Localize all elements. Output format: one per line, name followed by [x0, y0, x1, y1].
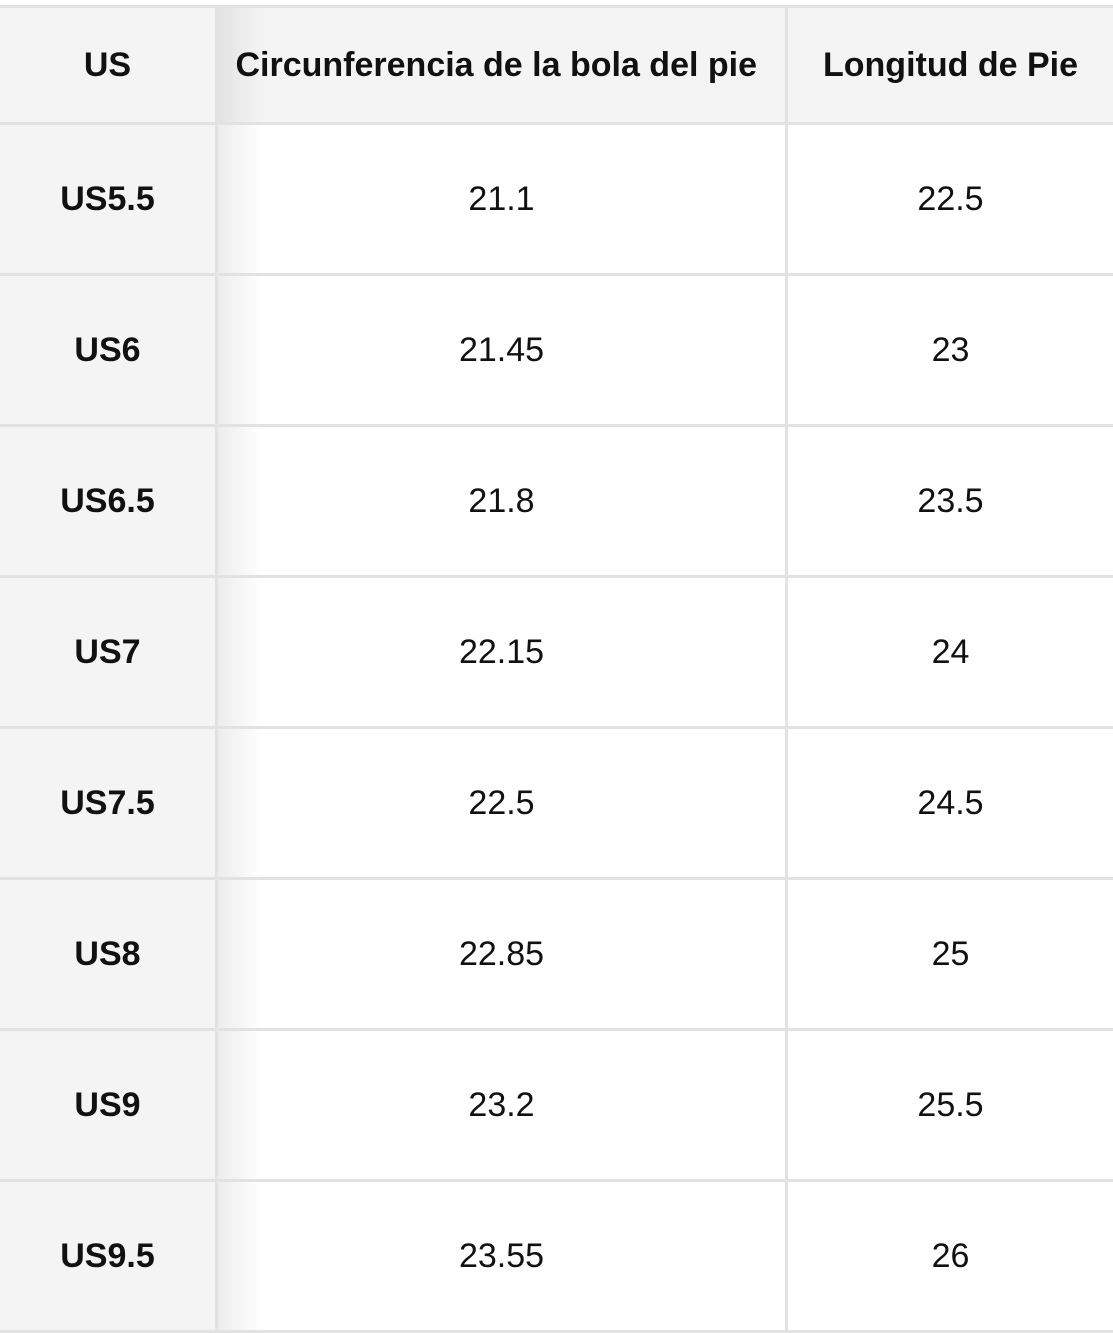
- cell-foot-length: 25.5: [788, 1031, 1113, 1179]
- cell-us-size: US8: [0, 880, 218, 1028]
- cell-us-size: US9.5: [0, 1182, 218, 1330]
- cell-value: 22.85: [458, 934, 545, 973]
- cell-us-size: US7.5: [0, 729, 218, 877]
- cell-value: 25: [931, 934, 970, 973]
- cell-ball-circumference: 22.85: [218, 880, 788, 1028]
- cell-foot-length: 24: [788, 578, 1113, 726]
- cell-value: 21.45: [458, 330, 545, 369]
- cell-value: 22.5: [917, 179, 984, 218]
- cell-us-size: US6: [0, 276, 218, 424]
- cell-value: US7.5: [60, 783, 155, 822]
- cell-foot-length: 23: [788, 276, 1113, 424]
- table-row: US9.5 23.55 26: [0, 1182, 1113, 1333]
- cell-value: US9: [74, 1085, 141, 1124]
- cell-foot-length: 22.5: [788, 125, 1113, 273]
- cell-ball-circumference: 21.8: [218, 427, 788, 575]
- cell-value: 24.5: [917, 783, 984, 822]
- cell-ball-circumference: 22.5: [218, 729, 788, 877]
- header-us: US: [0, 8, 218, 122]
- cell-value: US6: [74, 330, 141, 369]
- cell-value: 26: [931, 1236, 970, 1275]
- cell-value: 22.5: [468, 783, 535, 822]
- cell-value: 23.2: [468, 1085, 535, 1124]
- size-table: US Circunferencia de la bola del pie Lon…: [0, 5, 1113, 1333]
- header-label: Longitud de Pie: [823, 45, 1078, 84]
- cell-foot-length: 25: [788, 880, 1113, 1028]
- cell-value: 25.5: [917, 1085, 984, 1124]
- table-row: US7 22.15 24: [0, 578, 1113, 729]
- table-row: US5.5 21.1 22.5: [0, 125, 1113, 276]
- cell-us-size: US7: [0, 578, 218, 726]
- cell-us-size: US6.5: [0, 427, 218, 575]
- cell-value: 23.55: [458, 1236, 545, 1275]
- table-row: US7.5 22.5 24.5: [0, 729, 1113, 880]
- cell-ball-circumference: 22.15: [218, 578, 788, 726]
- header-label: US: [83, 45, 132, 84]
- cell-value: 21.1: [468, 179, 535, 218]
- cell-value: US6.5: [60, 481, 155, 520]
- header-foot-length: Longitud de Pie: [788, 8, 1113, 122]
- table-row: US6 21.45 23: [0, 276, 1113, 427]
- header-label: Circunferencia de la bola del pie: [235, 45, 758, 84]
- cell-value: US9.5: [60, 1236, 155, 1275]
- cell-value: 24: [931, 632, 970, 671]
- cell-value: 22.15: [458, 632, 545, 671]
- cell-ball-circumference: 23.55: [218, 1182, 788, 1330]
- cell-value: 23: [931, 330, 970, 369]
- cell-ball-circumference: 21.45: [218, 276, 788, 424]
- table-row: US9 23.2 25.5: [0, 1031, 1113, 1182]
- cell-value: 23.5: [917, 481, 984, 520]
- cell-us-size: US9: [0, 1031, 218, 1179]
- cell-ball-circumference: 21.1: [218, 125, 788, 273]
- cell-value: US8: [74, 934, 141, 973]
- cell-foot-length: 24.5: [788, 729, 1113, 877]
- cell-foot-length: 26: [788, 1182, 1113, 1330]
- cell-value: 21.8: [468, 481, 535, 520]
- cell-value: US5.5: [60, 179, 155, 218]
- cell-us-size: US5.5: [0, 125, 218, 273]
- table-row: US6.5 21.8 23.5: [0, 427, 1113, 578]
- header-ball-circumference: Circunferencia de la bola del pie: [218, 8, 788, 122]
- table-header-row: US Circunferencia de la bola del pie Lon…: [0, 8, 1113, 125]
- table-row: US8 22.85 25: [0, 880, 1113, 1031]
- cell-ball-circumference: 23.2: [218, 1031, 788, 1179]
- cell-foot-length: 23.5: [788, 427, 1113, 575]
- cell-value: US7: [74, 632, 141, 671]
